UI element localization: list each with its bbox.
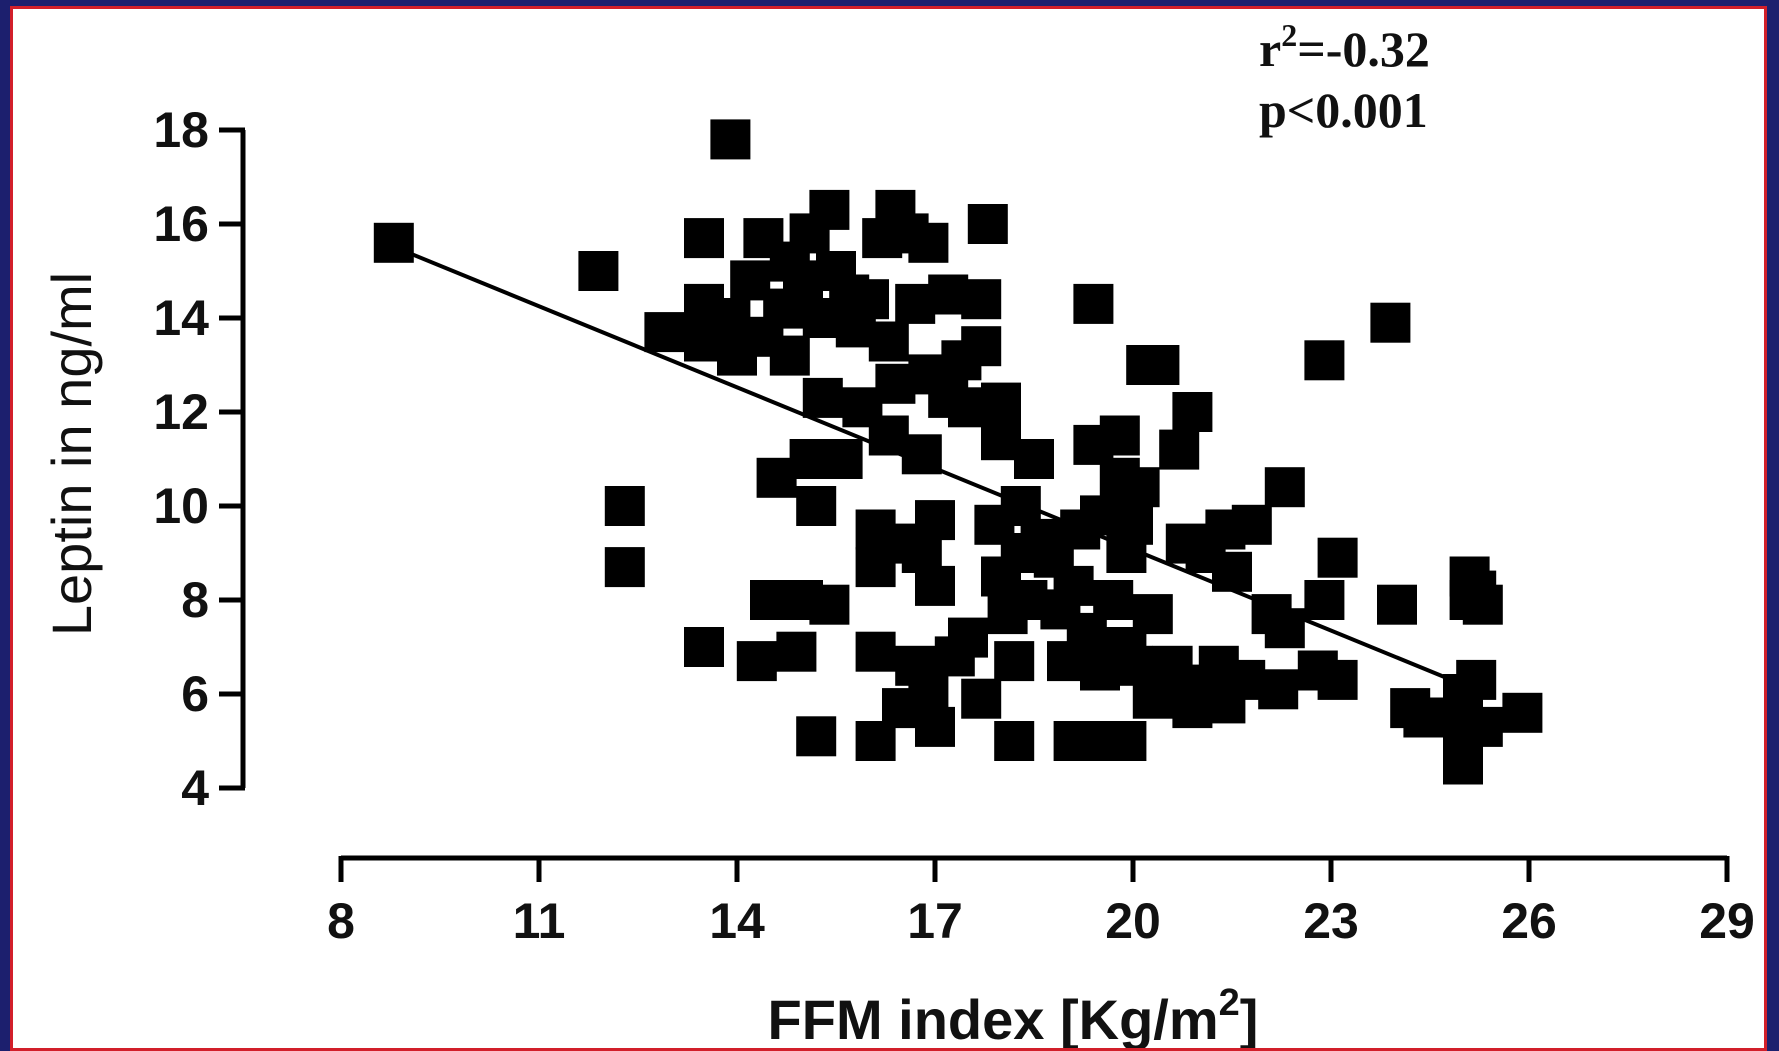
r-squared-annotation: r2=-0.32 [1259, 17, 1430, 77]
data-point [1258, 669, 1299, 710]
data-point [994, 721, 1035, 761]
data-point [1073, 283, 1114, 324]
chart-panel: 4 6 8 10 12 14 16 18 8 11 14 17 20 23 26 29 Leptin in … [10, 6, 1767, 1051]
data-point [961, 326, 1002, 367]
data-point [1304, 340, 1345, 381]
y-tick-label: 16 [153, 196, 209, 252]
data-point [908, 222, 949, 263]
scatter-plot: 4 6 8 10 12 14 16 18 8 11 14 17 20 23 26 29 Leptin in … [40, 17, 1755, 1048]
data-point [769, 335, 810, 376]
x-axis-title: FFM index [Kg/m2] [768, 982, 1259, 1048]
data-point [578, 251, 619, 291]
data-point [1139, 345, 1180, 385]
data-point [1304, 580, 1345, 620]
data-point [1159, 429, 1200, 470]
data-point [948, 617, 988, 658]
data-point [915, 706, 955, 747]
data-point [981, 382, 1021, 423]
data-point [1456, 659, 1497, 700]
p-value-annotation: p<0.001 [1259, 82, 1428, 138]
data-point [994, 641, 1035, 682]
x-tick-label: 29 [1699, 893, 1755, 949]
data-point [915, 500, 955, 541]
x-tick-label: 20 [1105, 893, 1161, 949]
y-tick-label: 4 [181, 760, 209, 816]
y-tick-label: 8 [181, 572, 209, 628]
data-point [796, 716, 837, 757]
data-point [1462, 584, 1503, 625]
data-point [1172, 392, 1213, 432]
data-point [1264, 467, 1305, 508]
y-tick-label: 12 [153, 384, 209, 440]
data-point [868, 321, 909, 362]
y-tick-label: 18 [153, 102, 209, 158]
x-tick-label: 14 [709, 893, 765, 949]
y-tick-label: 10 [153, 478, 209, 534]
data-point [644, 312, 685, 353]
data-point [1119, 467, 1160, 508]
y-axis: 4 6 8 10 12 14 16 18 [153, 102, 246, 816]
data-point [1132, 594, 1173, 635]
data-point [1053, 565, 1094, 606]
data-point [967, 204, 1008, 244]
y-tick-label: 14 [153, 290, 209, 346]
data-point [1317, 537, 1358, 578]
data-points [373, 119, 1543, 785]
data-point [1014, 439, 1054, 479]
data-point [1264, 608, 1305, 649]
x-tick-label: 26 [1501, 893, 1557, 949]
data-point [809, 584, 850, 625]
y-axis-title: Leptin in ng/ml [40, 272, 103, 636]
data-point [604, 547, 645, 588]
data-point [1106, 721, 1147, 761]
data-point [796, 486, 837, 526]
data-point [802, 377, 843, 418]
data-point [809, 189, 850, 230]
data-point [710, 119, 751, 160]
x-tick-label: 23 [1303, 893, 1359, 949]
data-point [736, 641, 777, 682]
x-axis: 8 11 14 17 20 23 26 29 [327, 855, 1755, 949]
data-point [1462, 706, 1503, 747]
x-tick-label: 11 [513, 893, 566, 949]
data-point [1502, 692, 1543, 733]
data-point [1403, 697, 1444, 738]
regression-line [406, 250, 1464, 687]
data-point [961, 678, 1002, 719]
data-point [961, 279, 1002, 320]
data-point [776, 631, 817, 672]
data-point [604, 486, 645, 526]
data-point [915, 565, 955, 606]
data-point [1093, 580, 1134, 620]
x-tick-label: 17 [907, 893, 963, 949]
data-point [822, 439, 863, 479]
x-tick-label: 8 [327, 893, 355, 949]
data-point [1113, 504, 1153, 545]
data-point [373, 222, 414, 263]
data-point [1377, 584, 1417, 625]
data-point [855, 631, 896, 672]
data-point [1099, 415, 1140, 456]
data-point [1443, 744, 1483, 785]
data-point [1231, 504, 1272, 545]
data-point [849, 279, 889, 320]
data-point [684, 627, 724, 667]
data-point [1370, 302, 1411, 343]
y-tick-label: 6 [181, 666, 209, 722]
data-point [684, 218, 724, 259]
data-point [1317, 659, 1358, 700]
